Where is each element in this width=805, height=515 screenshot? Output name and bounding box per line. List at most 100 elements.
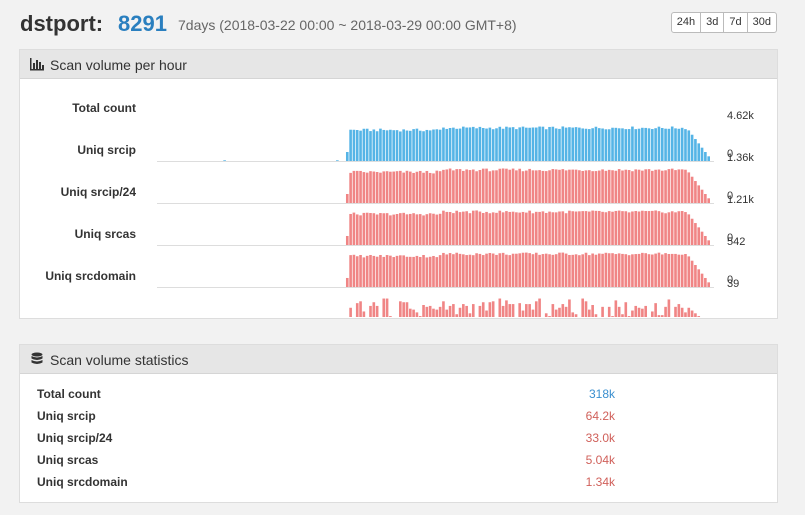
bar[interactable] — [468, 313, 472, 317]
bar[interactable] — [554, 169, 558, 203]
bar[interactable] — [617, 169, 621, 203]
bar[interactable] — [538, 126, 541, 161]
bar[interactable] — [412, 172, 415, 203]
bar[interactable] — [684, 169, 687, 203]
bar[interactable] — [601, 306, 604, 317]
bar[interactable] — [365, 128, 369, 161]
bar[interactable] — [442, 301, 445, 317]
bar[interactable] — [521, 252, 525, 287]
bar[interactable] — [518, 303, 522, 317]
bar[interactable] — [465, 211, 468, 245]
bar[interactable] — [372, 255, 376, 287]
bar[interactable] — [667, 253, 671, 287]
bar[interactable] — [687, 214, 691, 245]
bar[interactable] — [664, 170, 667, 203]
bar[interactable] — [568, 210, 571, 245]
bar[interactable] — [495, 170, 498, 203]
bar[interactable] — [408, 171, 412, 203]
bar[interactable] — [548, 254, 551, 287]
bar[interactable] — [369, 171, 372, 203]
bar[interactable] — [551, 126, 555, 161]
bar[interactable] — [660, 315, 664, 317]
bar[interactable] — [362, 311, 366, 317]
bar[interactable] — [684, 312, 687, 317]
bar[interactable] — [389, 215, 392, 245]
bar[interactable] — [379, 172, 382, 203]
bar[interactable] — [684, 129, 687, 161]
bar[interactable] — [680, 254, 684, 287]
bar[interactable] — [617, 128, 621, 161]
bar[interactable] — [531, 127, 535, 161]
bar[interactable] — [382, 213, 386, 245]
bar[interactable] — [375, 172, 379, 203]
bar[interactable] — [495, 128, 498, 161]
bar[interactable] — [571, 127, 575, 161]
bar[interactable] — [697, 269, 701, 287]
bar[interactable] — [551, 212, 555, 245]
range-3d-button[interactable]: 3d — [700, 12, 725, 33]
bar[interactable] — [660, 212, 664, 245]
bar[interactable] — [425, 170, 429, 203]
bar[interactable] — [664, 306, 667, 317]
bar[interactable] — [355, 130, 359, 161]
bar[interactable] — [385, 255, 389, 287]
bar[interactable] — [515, 253, 518, 287]
bar[interactable] — [588, 211, 591, 245]
bar[interactable] — [594, 126, 598, 161]
bar[interactable] — [631, 171, 634, 203]
bar[interactable] — [568, 127, 571, 161]
bar[interactable] — [637, 307, 641, 317]
bar[interactable] — [687, 256, 691, 287]
bar[interactable] — [644, 253, 647, 287]
bar[interactable] — [395, 171, 399, 203]
bar[interactable] — [455, 252, 459, 287]
bar[interactable] — [564, 127, 568, 161]
bar[interactable] — [438, 171, 442, 203]
bar[interactable] — [670, 168, 674, 203]
bar[interactable] — [399, 213, 402, 245]
bar[interactable] — [677, 304, 681, 317]
bar[interactable] — [428, 213, 432, 245]
bar[interactable] — [369, 254, 372, 287]
bar[interactable] — [621, 253, 624, 287]
bar[interactable] — [525, 304, 528, 317]
bar[interactable] — [445, 254, 449, 287]
bar[interactable] — [465, 169, 468, 203]
bar[interactable] — [418, 256, 422, 287]
bar[interactable] — [534, 211, 538, 245]
bar[interactable] — [607, 211, 611, 245]
bar[interactable] — [707, 156, 710, 161]
bar[interactable] — [379, 213, 382, 245]
bar[interactable] — [481, 255, 485, 287]
bar[interactable] — [531, 309, 535, 317]
bar[interactable] — [544, 313, 548, 317]
bar[interactable] — [657, 126, 661, 161]
bar[interactable] — [485, 253, 488, 287]
bar[interactable] — [355, 256, 359, 287]
bar[interactable] — [674, 212, 677, 245]
bar[interactable] — [498, 126, 502, 161]
bar[interactable] — [634, 254, 638, 287]
bar[interactable] — [418, 170, 422, 203]
bar[interactable] — [428, 305, 432, 317]
bar[interactable] — [385, 213, 389, 245]
bar[interactable] — [548, 211, 551, 245]
bar[interactable] — [584, 211, 588, 245]
bar[interactable] — [442, 169, 445, 203]
bar[interactable] — [462, 170, 465, 203]
bar[interactable] — [614, 170, 618, 203]
bar[interactable] — [498, 210, 502, 245]
bar[interactable] — [452, 213, 455, 245]
bar[interactable] — [657, 252, 661, 287]
bar[interactable] — [651, 170, 654, 203]
bar[interactable] — [481, 128, 485, 161]
bar[interactable] — [372, 213, 376, 245]
bar[interactable] — [654, 210, 657, 245]
bar[interactable] — [349, 172, 352, 203]
bar[interactable] — [541, 126, 545, 161]
bar[interactable] — [584, 170, 588, 203]
bar[interactable] — [458, 212, 462, 245]
bar[interactable] — [561, 126, 565, 161]
bar[interactable] — [634, 211, 638, 245]
bar[interactable] — [475, 253, 478, 287]
